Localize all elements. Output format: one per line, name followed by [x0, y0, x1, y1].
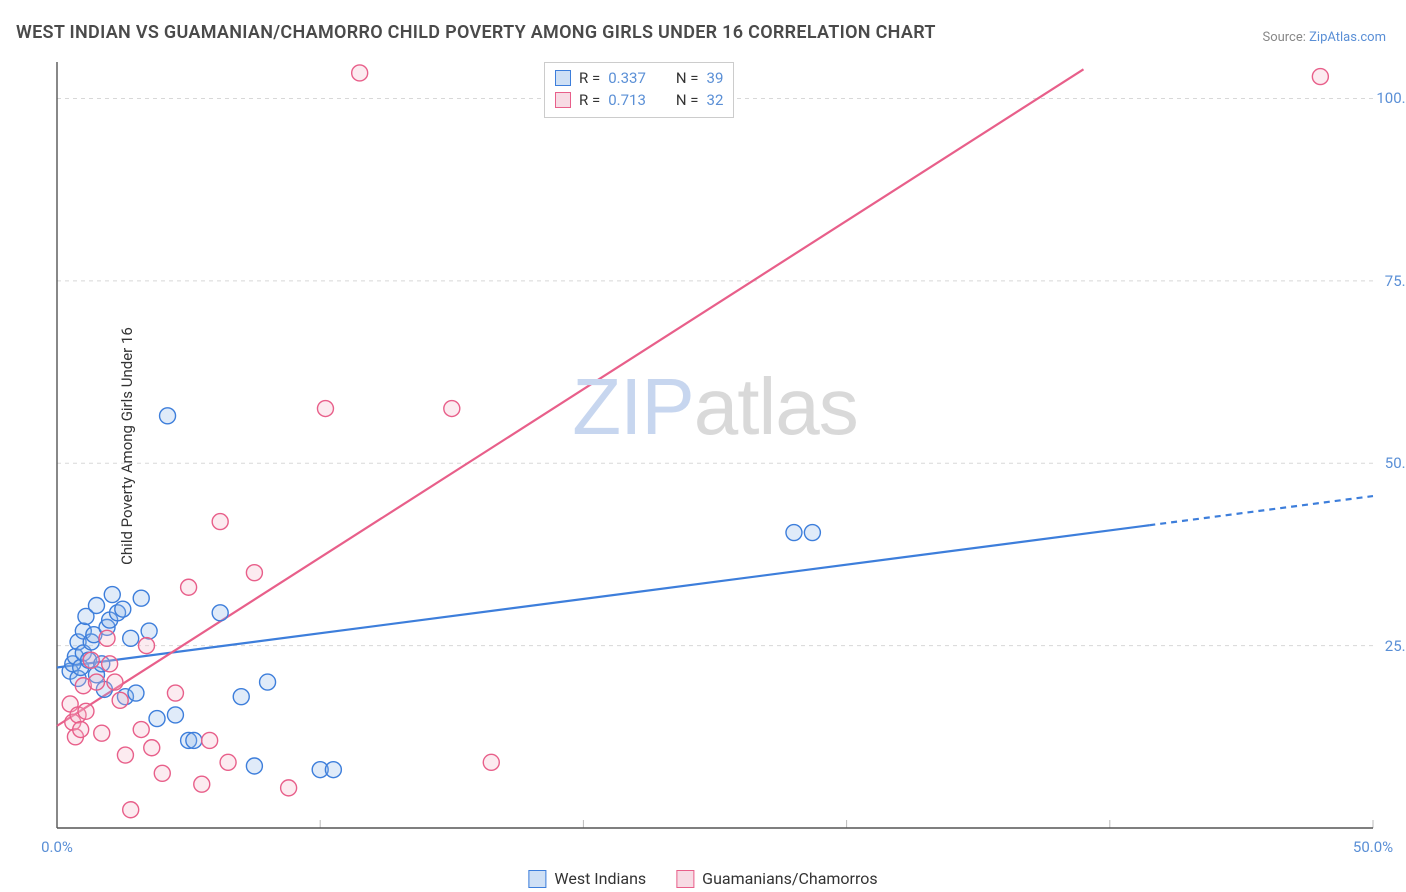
y-tick-label: 25.0%: [1385, 637, 1406, 655]
legend-series: West Indians Guamanians/Chamorros: [528, 869, 877, 888]
legend-correlation-row: R = 0.337 N = 39: [555, 67, 723, 89]
legend-n-value: 32: [707, 89, 724, 111]
plot-area: ZIPatlas 25.0%50.0%75.0%100.0% 0.0%50.0%: [55, 60, 1375, 830]
legend-series-item: West Indians: [528, 869, 646, 888]
legend-r-label: R =: [579, 89, 600, 111]
x-tick-label: 50.0%: [1353, 838, 1393, 856]
x-tick-label: 0.0%: [41, 838, 73, 856]
legend-correlation-row: R = 0.713 N = 32: [555, 89, 723, 111]
legend-r-value: 0.337: [608, 67, 646, 89]
chart-title: WEST INDIAN VS GUAMANIAN/CHAMORRO CHILD …: [16, 22, 936, 43]
legend-n-label: N =: [676, 89, 699, 111]
legend-series-label: West Indians: [554, 869, 646, 888]
legend-n-label: N =: [676, 67, 699, 89]
source-attribution: Source: ZipAtlas.com: [1262, 30, 1386, 45]
legend-correlation: R = 0.337 N = 39 R = 0.713 N = 32: [544, 62, 734, 118]
y-tick-label: 100.0%: [1376, 89, 1406, 107]
legend-r-value: 0.713: [608, 89, 646, 111]
legend-n-value: 39: [707, 67, 724, 89]
legend-swatch: [555, 92, 571, 108]
legend-swatch: [676, 870, 694, 888]
legend-series-label: Guamanians/Chamorros: [702, 869, 877, 888]
source-link[interactable]: ZipAtlas.com: [1309, 30, 1386, 45]
legend-r-label: R =: [579, 67, 600, 89]
scatter-chart: [55, 60, 1375, 830]
y-tick-label: 75.0%: [1385, 272, 1406, 290]
source-prefix: Source:: [1262, 30, 1309, 45]
legend-swatch: [528, 870, 546, 888]
legend-swatch: [555, 70, 571, 86]
y-tick-label: 50.0%: [1385, 454, 1406, 472]
legend-series-item: Guamanians/Chamorros: [676, 869, 877, 888]
